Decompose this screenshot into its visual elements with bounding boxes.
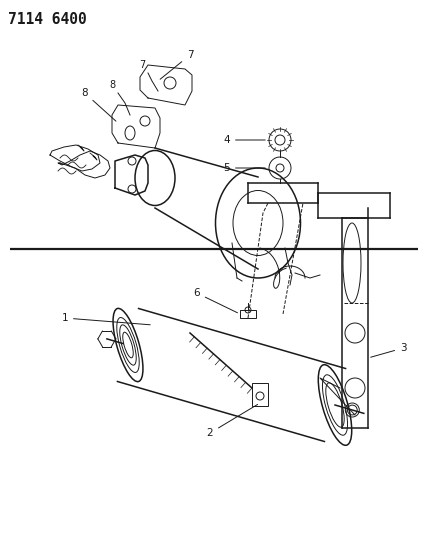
Text: 7: 7	[160, 50, 193, 79]
Text: 2: 2	[207, 405, 258, 438]
Text: 4: 4	[223, 135, 265, 145]
Text: 5: 5	[223, 163, 265, 173]
Text: 7114 6400: 7114 6400	[8, 12, 87, 27]
Text: 1: 1	[61, 313, 150, 325]
Text: 7: 7	[139, 60, 145, 70]
Text: 8: 8	[81, 88, 116, 121]
Text: 6: 6	[193, 288, 238, 313]
Text: 3: 3	[371, 343, 407, 357]
Text: 8: 8	[109, 80, 115, 90]
